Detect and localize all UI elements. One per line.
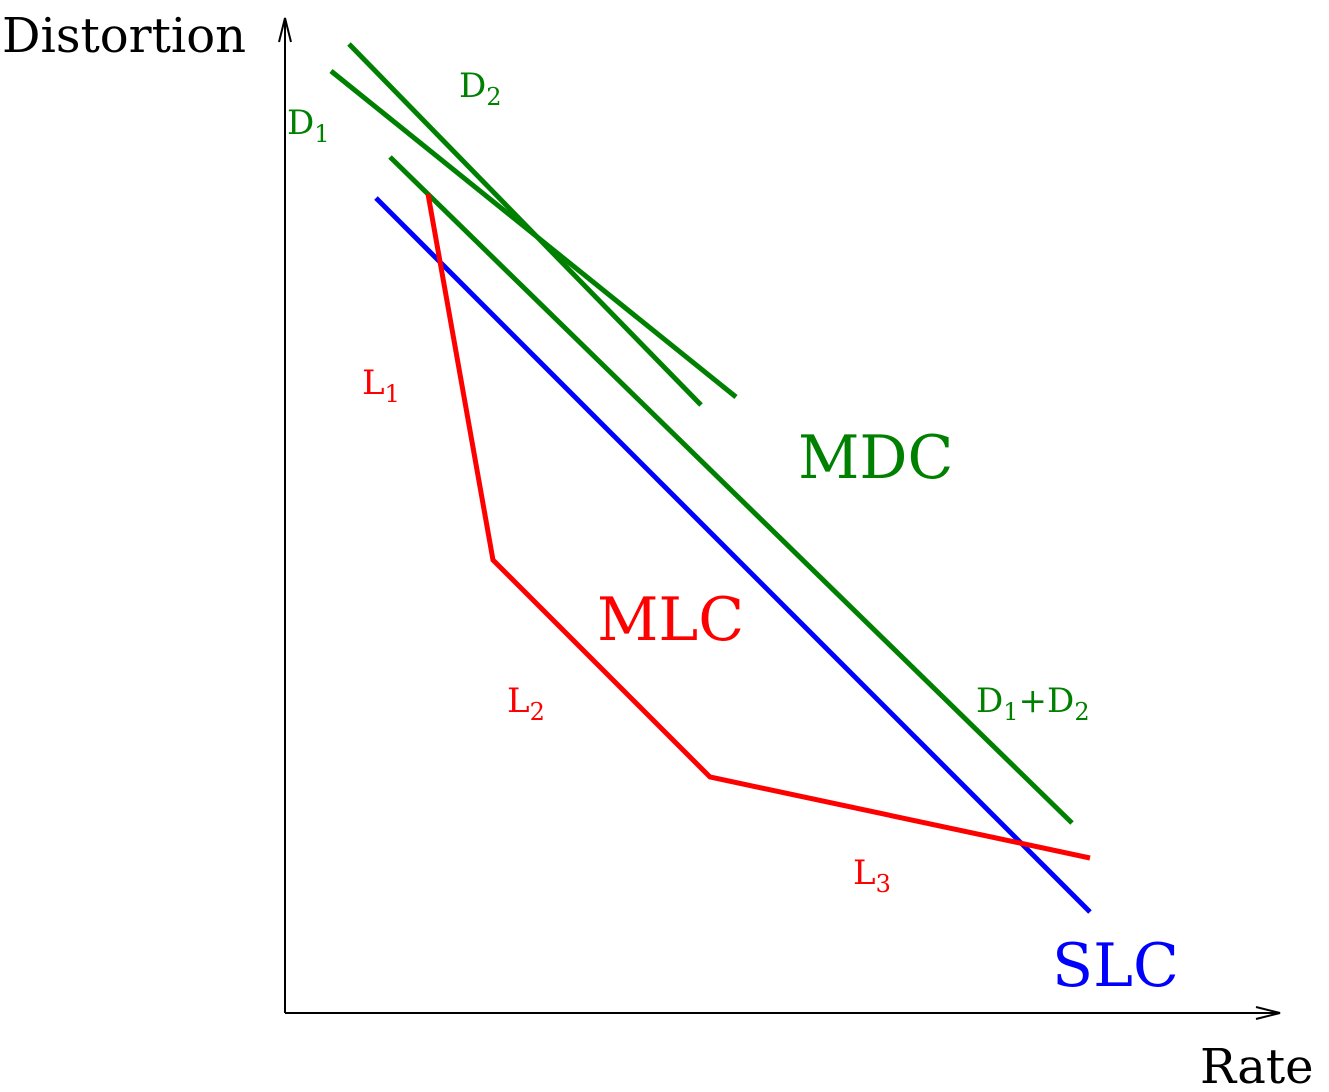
- mdc-d2-line: [347, 42, 703, 407]
- mlc-polyline: [425, 193, 1091, 861]
- d1-plus-d2-label: D1+D2: [976, 681, 1090, 726]
- y-axis-arrow-icon: [278, 17, 292, 43]
- axes: Distortion Rate: [2, 8, 1314, 1092]
- mdc-label: MDC: [798, 423, 953, 493]
- mdc-curve: [329, 42, 1074, 825]
- d2-label: D2: [459, 66, 502, 111]
- l1-label: L1: [362, 363, 400, 408]
- d1-label: D1: [287, 103, 330, 148]
- mlc-curve: [425, 193, 1091, 861]
- mdc-d1d2-line: [388, 155, 1074, 825]
- x-axis-label: Rate: [1200, 1039, 1314, 1092]
- mlc-label: MLC: [597, 585, 744, 655]
- l3-label: L3: [853, 853, 891, 898]
- slc-curve: [374, 196, 1092, 914]
- l2-label: L2: [507, 681, 545, 726]
- x-axis-arrow-icon: [1255, 1006, 1281, 1020]
- slc-label: SLC: [1052, 931, 1179, 1001]
- y-axis-label: Distortion: [2, 8, 246, 64]
- slc-line: [374, 196, 1092, 914]
